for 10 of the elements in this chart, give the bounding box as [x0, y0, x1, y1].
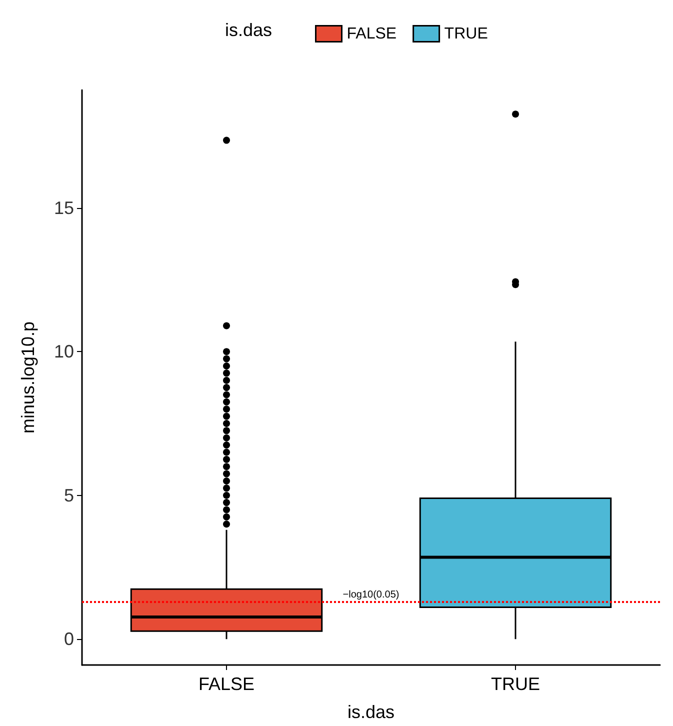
- y-tick-label: 5: [64, 485, 74, 506]
- y-tick-label: 15: [54, 198, 74, 218]
- y-axis-title: minus.log10.p: [18, 321, 38, 434]
- y-tick-label: 0: [64, 629, 74, 650]
- legend-label: FALSE: [346, 25, 397, 42]
- ref-line-label: −log10(0.05): [342, 589, 400, 600]
- x-axis-title: is.das: [347, 702, 395, 722]
- y-tick-label: 10: [54, 342, 74, 362]
- legend-title: is.das: [225, 20, 272, 40]
- legend-label: TRUE: [444, 25, 488, 42]
